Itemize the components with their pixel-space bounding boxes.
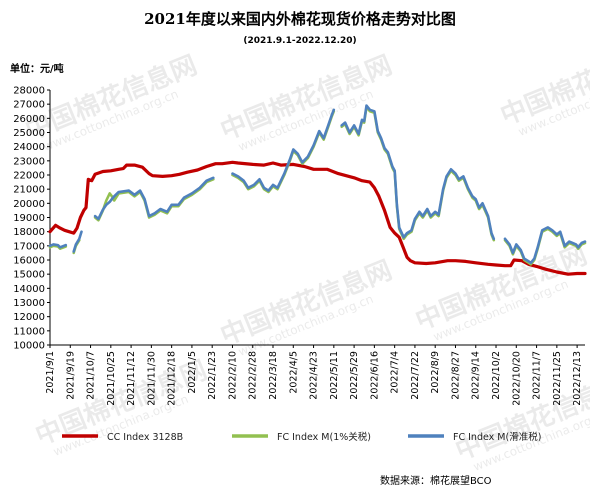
y-tick-label: 28000 [13,86,45,97]
y-tick-label: 20000 [13,199,45,210]
y-tick-label: 10000 [13,341,45,352]
y-tick-label: 24000 [13,142,45,153]
y-tick-label: 27000 [13,100,45,111]
x-tick-label: 2022/4/23 [309,351,320,400]
y-tick-label: 14000 [13,284,45,295]
series-line-2 [48,104,587,265]
x-tick-label: 2022/8/27 [450,351,461,400]
x-tick-label: 2021/9/1 [45,351,56,394]
legend-label-cc-index: CC Index 3128B [107,432,183,443]
legend-label-fc-index-sliding: FC Index M(滑准税) [453,431,541,443]
data-source-note: 数据来源：棉花展望BCO [380,474,492,487]
x-tick-label: 2021/12/18 [167,351,178,406]
x-tick-label: 2022/10/20 [511,351,522,406]
y-tick-label: 11000 [13,326,45,337]
x-axis: 2021/9/1 2021/9/19 2021/10/7 2021/10/25 2021… [45,345,583,406]
x-tick-label: 2022/7/22 [410,351,421,400]
x-tick-label: 2022/4/5 [288,351,299,394]
x-tick-label: 2022/8/9 [430,351,441,394]
y-tick-label: 19000 [13,213,45,224]
x-tick-label: 2022/7/4 [390,351,401,394]
x-tick-label: 2021/11/30 [146,351,157,406]
x-tick-label: 2022/6/16 [369,351,380,400]
y-tick-label: 12000 [13,312,45,323]
y-tick-label: 13000 [13,298,45,309]
watermark-layer: 中国棉花信息网www.cottonchina.org.cn中国棉花信息网www.… [21,35,590,474]
series-line-1 [48,105,587,266]
x-tick-label: 2022/1/23 [207,351,218,400]
series-layer [48,104,587,276]
x-tick-label: 2021/10/7 [86,351,97,400]
x-tick-label: 2022/5/11 [329,351,340,400]
x-tick-label: 2022/2/10 [227,351,238,400]
x-tick-label: 2021/11/12 [126,351,137,406]
y-axis: 10000 11000 12000 13000 14000 15000 16000 17000… [13,86,50,352]
legend-label-fc-index-1pct: FC Index M(1%关税) [277,431,371,443]
y-tick-label: 23000 [13,156,45,167]
y-tick-label: 17000 [13,241,45,252]
x-tick-label: 2022/12/13 [572,351,583,406]
y-tick-label: 18000 [13,227,45,238]
y-tick-label: 25000 [13,128,45,139]
x-tick-label: 2022/11/7 [532,351,543,400]
y-tick-label: 15000 [13,270,45,281]
y-tick-label: 21000 [13,185,45,196]
x-tick-label: 2022/3/18 [268,351,279,400]
y-tick-label: 16000 [13,256,45,267]
y-tick-label: 22000 [13,171,45,182]
legend: CC Index 3128B FC Index M(1%关税) FC Index… [62,431,541,443]
x-tick-label: 2022/9/14 [471,351,482,400]
chart-title: 2021年度以来国内外棉花现货价格走势对比图 [144,10,456,28]
series-line-0 [48,160,587,276]
x-tick-label: 2021/10/25 [106,351,117,406]
x-tick-label: 2022/1/5 [187,351,198,394]
y-axis-unit-label: 单位：元/吨 [10,62,64,75]
x-tick-label: 2022/10/2 [491,351,502,400]
x-tick-label: 2022/5/29 [349,351,360,400]
x-tick-label: 2022/11/25 [552,351,563,406]
chart-subtitle: (2021.9.1-2022.12.20) [243,36,356,46]
y-tick-label: 26000 [13,114,45,125]
x-tick-label: 2022/2/28 [248,351,259,400]
x-tick-label: 2021/9/19 [65,351,76,400]
